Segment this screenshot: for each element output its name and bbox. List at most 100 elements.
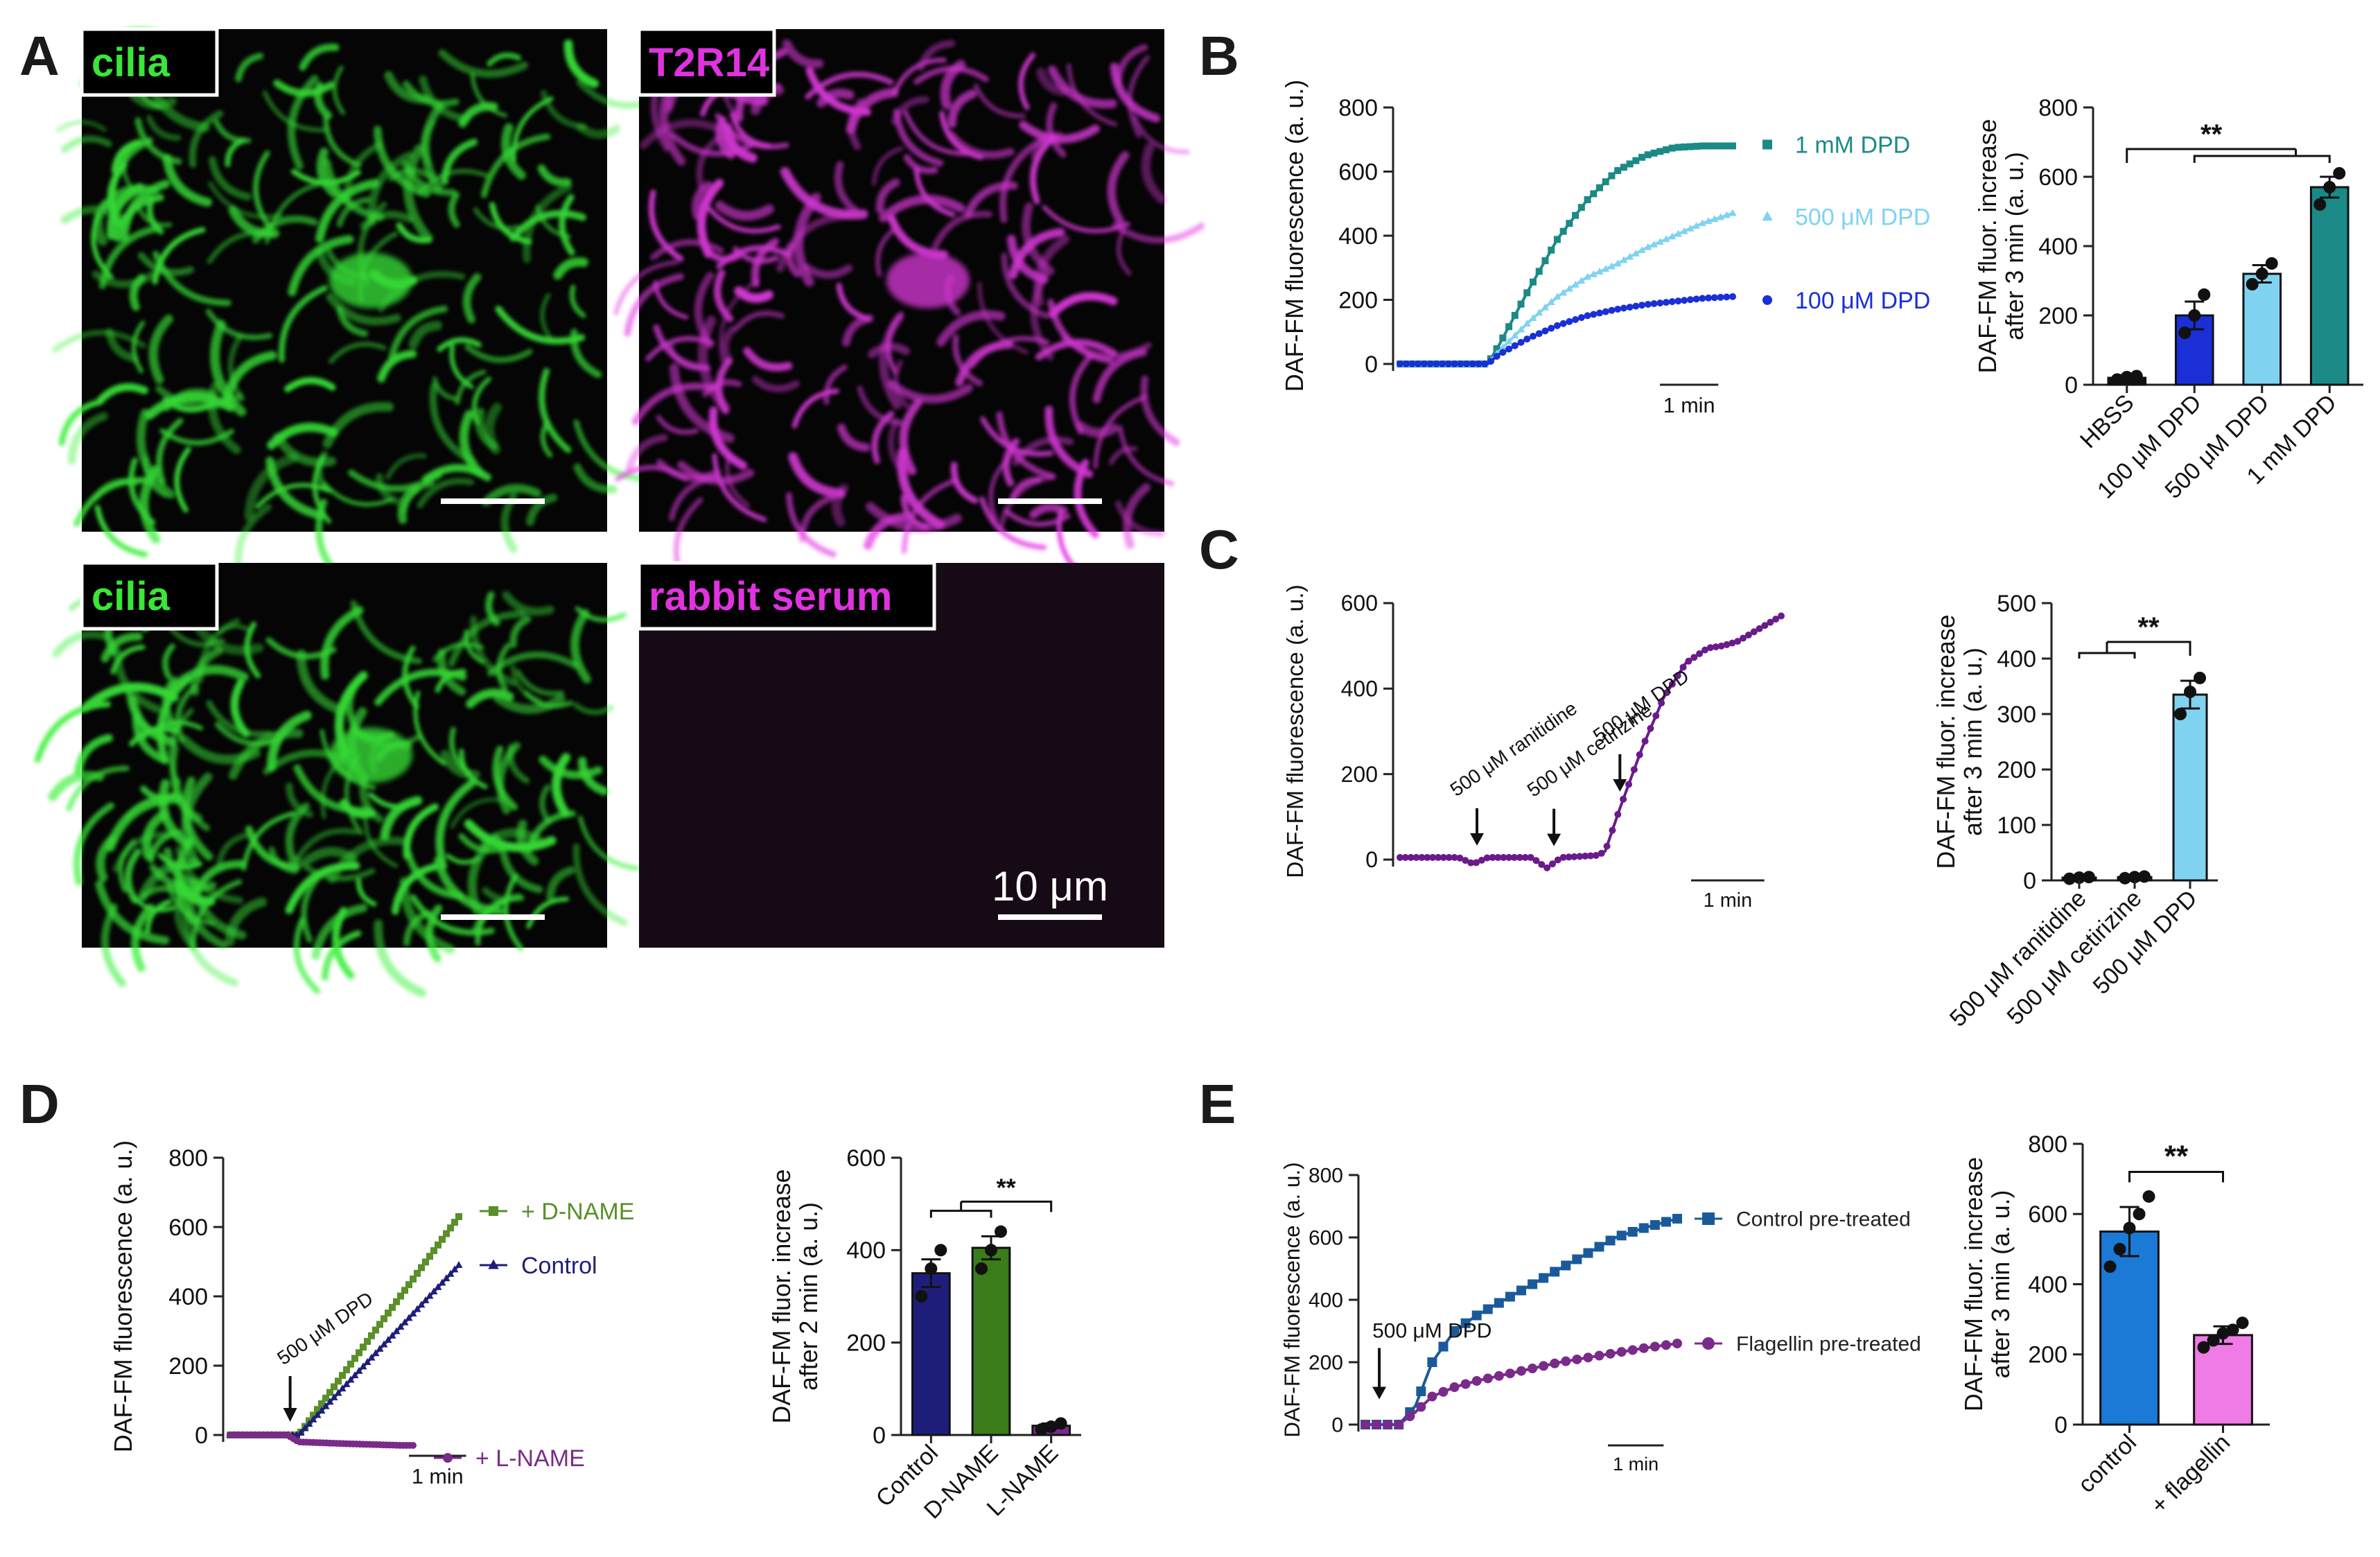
bright-cell xyxy=(329,727,412,783)
data-point xyxy=(1429,853,1437,861)
data-point xyxy=(434,1282,442,1290)
y-tick-label: 600 xyxy=(1309,1227,1343,1250)
cilia-stroke xyxy=(403,144,433,243)
cilia-stroke xyxy=(776,211,853,273)
data-point xyxy=(1638,1223,1649,1233)
microscopy-panel-a: cilia T2R14 cilia rabbit serum 10 μm xyxy=(34,26,1205,998)
data-point xyxy=(1449,1382,1460,1392)
cilia-stroke xyxy=(210,320,247,417)
data-point xyxy=(1494,1371,1504,1381)
data-point xyxy=(1650,300,1658,308)
cilia-stroke xyxy=(273,433,337,467)
y-tick-label: 400 xyxy=(2038,234,2078,260)
cilia-stroke xyxy=(463,273,482,324)
data-point xyxy=(1674,143,1682,151)
cilia-stroke xyxy=(625,434,669,473)
data-point xyxy=(359,1362,367,1370)
data-point xyxy=(1590,311,1598,318)
arrow-head xyxy=(1547,833,1561,846)
data-point xyxy=(1656,299,1664,307)
cilia-stroke xyxy=(159,428,234,446)
data-point xyxy=(1511,853,1518,861)
data-point xyxy=(1535,308,1543,316)
data-point xyxy=(1583,1248,1593,1258)
data-point xyxy=(1541,303,1549,311)
y-tick-label: 200 xyxy=(1341,762,1378,787)
data-point xyxy=(410,1442,417,1449)
legend-label: 1 mM DPD xyxy=(1795,132,1910,158)
cilia-stroke xyxy=(326,293,401,326)
cilia-stroke xyxy=(322,930,362,981)
data-point xyxy=(426,1253,433,1260)
cilia-stroke xyxy=(973,83,1026,119)
data-point xyxy=(1530,333,1537,340)
cilia-stroke xyxy=(1116,229,1132,276)
data-point xyxy=(2120,371,2133,383)
data-point xyxy=(2216,1327,2230,1340)
cilia-stroke xyxy=(1141,143,1166,204)
cilia-stroke xyxy=(34,701,111,763)
cilia-stroke xyxy=(265,637,337,660)
y-tick-label: 800 xyxy=(2038,95,2078,121)
cilia-stroke xyxy=(392,863,438,915)
micrograph-label: T2R14 xyxy=(649,40,769,85)
data-point xyxy=(1589,270,1598,277)
data-point xyxy=(301,1424,309,1432)
y-tick-label: 800 xyxy=(2028,1131,2067,1158)
data-point xyxy=(1638,153,1646,161)
chart-d-bar: 0 200 400 600 DAF-FM fluor. increaseafter 2 … xyxy=(768,1145,1081,1524)
cilia-stroke xyxy=(950,462,979,504)
cilia-stroke xyxy=(1046,102,1067,158)
cilia-stroke xyxy=(940,60,966,110)
data-point xyxy=(1647,724,1654,732)
data-point xyxy=(1744,631,1752,638)
data-point xyxy=(1044,1420,1058,1433)
data-point xyxy=(2133,1208,2146,1221)
data-point xyxy=(1729,293,1736,300)
cilia-stroke xyxy=(134,117,182,165)
data-point xyxy=(1505,337,1513,345)
cilia-stroke xyxy=(241,810,297,871)
bar xyxy=(911,1272,951,1436)
data-point xyxy=(1723,641,1731,648)
cilia-stroke xyxy=(295,828,358,860)
data-point xyxy=(1767,618,1774,626)
data-point xyxy=(1650,1220,1660,1230)
data-point xyxy=(364,1338,371,1345)
chart-b-trace: 0 200 400 600 800 DAF-FM fluorescence (a. u.)… xyxy=(1281,80,1930,417)
cilia-stroke xyxy=(721,326,736,364)
cilia-stroke xyxy=(572,843,628,926)
data-point xyxy=(1416,1386,1426,1396)
bracket-line xyxy=(2126,148,2296,163)
cilia-stroke xyxy=(332,65,346,116)
cilia-stroke xyxy=(936,310,1006,347)
cilia-stroke xyxy=(129,90,177,110)
bar xyxy=(2309,186,2350,386)
cilia-stroke xyxy=(174,446,191,513)
cilia-stroke xyxy=(189,110,224,168)
scale-bar xyxy=(441,498,545,504)
data-point xyxy=(1620,164,1627,171)
cilia-stroke xyxy=(51,329,146,353)
cilia-stroke xyxy=(1029,134,1058,205)
data-point xyxy=(360,1343,367,1351)
scale-bar xyxy=(441,914,545,920)
data-point xyxy=(384,1336,392,1343)
significance-label: ** xyxy=(2164,1140,2189,1174)
cilia-stroke xyxy=(67,412,109,465)
cilia-stroke xyxy=(931,211,992,250)
data-point xyxy=(2063,872,2076,885)
y-axis: 0 200 400 600 800 xyxy=(1338,95,1394,378)
data-point xyxy=(1372,1420,1382,1429)
cilia-stroke xyxy=(577,756,609,796)
cilia-stroke xyxy=(182,776,213,861)
y-axis-label-line: after 3 min (a. u.) xyxy=(2001,152,2029,340)
y-tick-label: 400 xyxy=(1997,646,2036,672)
cilia-stroke xyxy=(100,632,143,663)
cilia-stroke xyxy=(714,269,734,322)
cilia-stroke xyxy=(563,39,600,88)
cilia-stroke xyxy=(120,180,170,243)
bar xyxy=(971,1246,1011,1436)
data-point xyxy=(326,1398,334,1405)
data-point xyxy=(1638,1343,1649,1353)
